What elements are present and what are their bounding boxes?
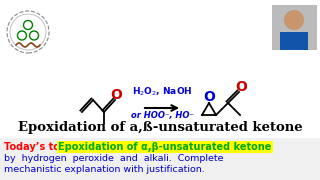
FancyBboxPatch shape xyxy=(272,5,317,50)
Text: Today’s topic:: Today’s topic: xyxy=(4,142,84,152)
Text: O: O xyxy=(110,88,122,102)
Text: H$_2$O$_2$, NaOH: H$_2$O$_2$, NaOH xyxy=(132,86,192,98)
FancyBboxPatch shape xyxy=(0,138,320,180)
FancyBboxPatch shape xyxy=(280,32,308,50)
Text: O: O xyxy=(203,90,215,104)
Text: Epoxidation of a,ß-unsaturated ketone: Epoxidation of a,ß-unsaturated ketone xyxy=(18,122,302,134)
Text: Epoxidation of α,β-unsaturated ketone: Epoxidation of α,β-unsaturated ketone xyxy=(58,142,271,152)
Text: O: O xyxy=(235,80,247,94)
Text: or HOO⁻, HO⁻: or HOO⁻, HO⁻ xyxy=(131,111,193,120)
Text: mechanistic explanation with justification.: mechanistic explanation with justificati… xyxy=(4,165,205,174)
Circle shape xyxy=(284,10,304,30)
Text: by  hydrogen  peroxide  and  alkali.  Complete: by hydrogen peroxide and alkali. Complet… xyxy=(4,154,223,163)
